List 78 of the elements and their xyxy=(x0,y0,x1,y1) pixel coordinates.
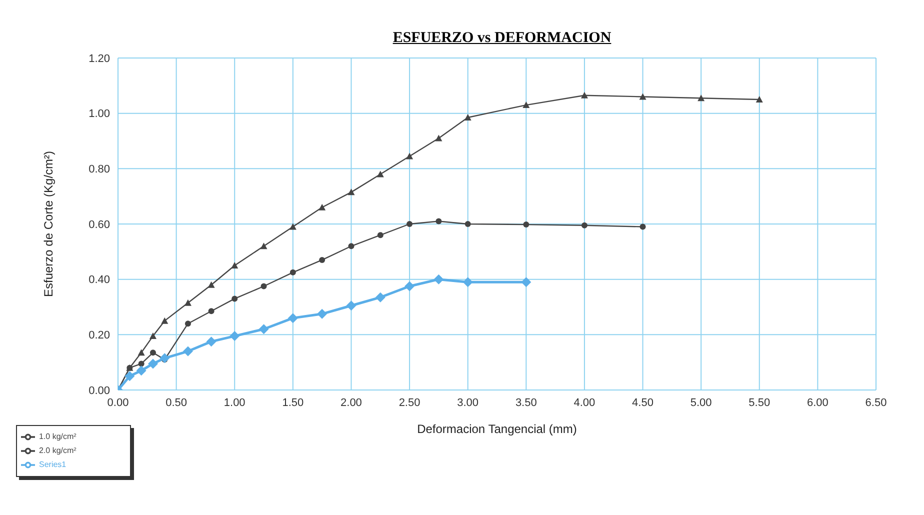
x-tick-label: 5.00 xyxy=(690,396,712,409)
point xyxy=(406,152,414,160)
point xyxy=(521,277,532,288)
point xyxy=(148,358,158,369)
point xyxy=(698,94,705,102)
y-tick-label: 0.40 xyxy=(88,274,110,286)
point xyxy=(160,353,170,364)
y-tick-label: 0.20 xyxy=(88,330,110,342)
x-tick-label: 0.00 xyxy=(107,396,129,409)
point xyxy=(260,242,268,250)
point xyxy=(436,218,442,224)
point xyxy=(464,114,472,120)
point xyxy=(206,336,216,347)
point xyxy=(318,204,326,210)
point xyxy=(260,283,267,290)
point xyxy=(319,256,326,263)
point xyxy=(136,366,146,376)
point xyxy=(232,296,238,302)
point xyxy=(317,308,328,319)
y-tick-label: 1.00 xyxy=(88,108,110,120)
point xyxy=(138,360,144,367)
point xyxy=(404,281,415,292)
point xyxy=(184,320,191,327)
legend-label: 2.0 kg/cm² xyxy=(39,446,76,456)
legend-label: 1.0 kg/cm² xyxy=(39,432,76,442)
x-tick-label: 4.50 xyxy=(632,396,654,409)
x-tick-label: 3.50 xyxy=(515,396,537,409)
y-tick-label: 0.00 xyxy=(88,384,110,397)
point xyxy=(434,274,444,284)
y-axis-title: Esfuerzo de Corte (Kg/cm²) xyxy=(41,150,56,298)
point xyxy=(149,332,156,340)
point xyxy=(161,317,168,324)
point xyxy=(523,222,530,228)
x-tick-label: 0.50 xyxy=(166,396,188,409)
chart-title: ESFUERZO vs DEFORMACION xyxy=(392,30,612,47)
x-tick-label: 5.50 xyxy=(748,396,770,409)
point xyxy=(290,269,296,276)
point xyxy=(756,96,763,102)
point xyxy=(208,281,215,288)
x-tick-label: 3.00 xyxy=(457,396,479,409)
point xyxy=(208,308,214,314)
point xyxy=(462,277,473,288)
x-tick-label: 6.00 xyxy=(806,396,828,409)
x-tick-label: 2.00 xyxy=(340,396,362,409)
legend-label: Series1 xyxy=(39,460,66,470)
x-tick-label: 6.50 xyxy=(865,396,887,409)
point xyxy=(406,221,413,227)
y-tick-label: 0.80 xyxy=(88,164,110,176)
point xyxy=(184,299,192,306)
point xyxy=(464,221,471,227)
point xyxy=(581,222,588,228)
point xyxy=(639,93,646,100)
x-axis-title: Deformacion Tangencial (mm) xyxy=(417,422,577,436)
point xyxy=(258,324,269,334)
point xyxy=(124,371,135,382)
x-tick-label: 2.50 xyxy=(398,396,420,409)
point xyxy=(230,331,240,342)
x-tick-label: 1.50 xyxy=(282,396,304,409)
point xyxy=(289,223,296,230)
point xyxy=(377,232,384,238)
point xyxy=(375,292,386,302)
y-tick-label: 1.20 xyxy=(88,52,110,65)
x-tick-label: 1.00 xyxy=(224,396,246,409)
point xyxy=(138,349,145,356)
point xyxy=(580,92,588,98)
point xyxy=(346,300,356,311)
point xyxy=(348,243,354,250)
x-tick-label: 4.00 xyxy=(574,396,596,409)
point xyxy=(231,262,238,268)
point xyxy=(435,134,442,142)
point xyxy=(288,313,298,324)
point xyxy=(522,102,530,108)
point xyxy=(150,350,156,356)
point xyxy=(348,188,355,196)
point xyxy=(376,170,384,178)
point xyxy=(182,346,193,356)
y-tick-label: 0.60 xyxy=(88,218,110,231)
point xyxy=(640,224,646,230)
